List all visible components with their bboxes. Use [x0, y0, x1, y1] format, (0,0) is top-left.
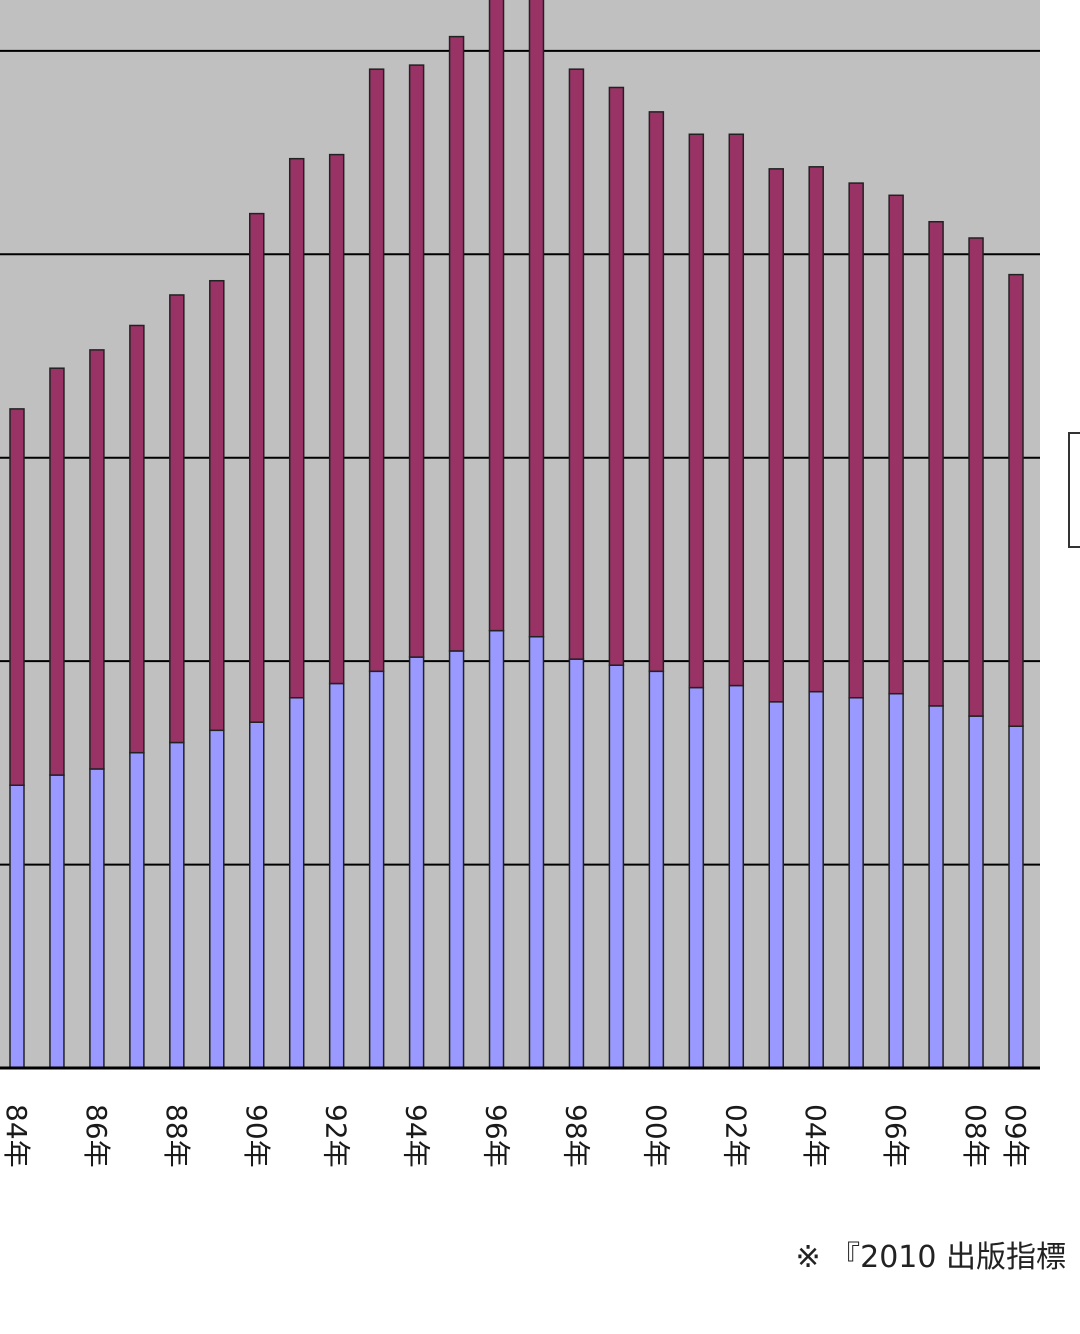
bar-segment-lower	[169, 741, 185, 1069]
bar-segment-lower	[888, 692, 904, 1069]
bar-segment-lower	[129, 751, 145, 1069]
bar-segment-upper	[368, 68, 385, 673]
x-tick-label: 86年	[80, 1104, 113, 1168]
bar-segment-upper	[848, 182, 864, 699]
x-tick-label: 92年	[320, 1104, 353, 1168]
bar-segment-lower	[249, 721, 265, 1069]
bar-segment-lower	[768, 701, 784, 1069]
bar-segment-lower	[288, 697, 305, 1069]
x-tick-label: 94年	[400, 1104, 433, 1168]
legend-box	[1068, 432, 1080, 548]
x-tick-labels: 84年 86年 88年 90年 92年 94年 96年 98年 00年 02年 04年 06年 08年 0…	[0, 1104, 1032, 1168]
bar-segment-lower	[928, 705, 944, 1069]
bar-segment-upper	[288, 157, 305, 699]
x-tick-label: 02年	[719, 1104, 752, 1168]
bar-segment-upper	[1008, 273, 1024, 727]
bar-segment-upper	[888, 194, 904, 695]
bar-segment-lower	[648, 670, 665, 1069]
bar-segment-upper	[568, 68, 585, 660]
bars	[9, 0, 1024, 1069]
bar-segment-lower	[488, 629, 505, 1069]
bar-segment-upper	[488, 0, 505, 632]
bar-segment-lower	[808, 690, 824, 1069]
bar-segment-upper	[728, 133, 745, 687]
bar-segment-lower	[688, 686, 705, 1069]
bar-segment-lower	[448, 650, 465, 1069]
x-tick-label: 98年	[559, 1104, 592, 1168]
bar-segment-upper	[209, 279, 225, 732]
bar-segment-upper	[808, 166, 824, 693]
bar-segment-upper	[968, 237, 984, 717]
x-tick-label: 06年	[879, 1104, 912, 1168]
bar-segment-upper	[89, 349, 105, 770]
bar-segment-lower	[408, 656, 425, 1069]
bar-segment-upper	[169, 294, 185, 744]
x-tick-label: 00年	[639, 1104, 672, 1168]
bar-segment-upper	[648, 111, 665, 673]
bar-segment-upper	[528, 0, 545, 638]
x-tick-label: 09年	[999, 1104, 1032, 1168]
bar-segment-lower	[528, 635, 545, 1069]
bar-segment-upper	[249, 212, 265, 723]
x-tick-label: 90年	[240, 1104, 273, 1168]
bar-segment-lower	[9, 784, 25, 1069]
bar-segment-upper	[49, 367, 65, 776]
bar-segment-upper	[328, 153, 345, 685]
bar-segment-lower	[1008, 725, 1024, 1069]
bar-segment-lower	[568, 658, 585, 1069]
bar-segment-lower	[728, 684, 745, 1069]
bar-segment-upper	[448, 35, 465, 652]
bar-segment-lower	[968, 715, 984, 1069]
x-tick-label: 96年	[480, 1104, 513, 1168]
bar-segment-upper	[9, 408, 25, 786]
bar-segment-lower	[608, 664, 625, 1069]
bar-segment-upper	[408, 64, 425, 658]
bar-segment-upper	[608, 86, 625, 666]
x-tick-label: 08年	[959, 1104, 992, 1168]
bar-segment-lower	[368, 670, 385, 1069]
source-note: ※ 『2010 出版指標	[795, 1240, 1066, 1275]
x-tick-label: 88年	[160, 1104, 193, 1168]
x-tick-label: 84年	[0, 1104, 33, 1168]
bar-segment-upper	[129, 324, 145, 754]
bar-segment-lower	[848, 697, 864, 1069]
bar-segment-lower	[89, 768, 105, 1069]
bar-segment-upper	[928, 220, 944, 707]
bar-segment-lower	[209, 729, 225, 1069]
x-tick-label: 04年	[799, 1104, 832, 1168]
bar-segment-lower	[328, 682, 345, 1069]
bar-segment-upper	[768, 168, 784, 703]
bar-segment-lower	[49, 774, 65, 1069]
bar-segment-upper	[688, 133, 705, 689]
plot-area	[0, 0, 1040, 1068]
